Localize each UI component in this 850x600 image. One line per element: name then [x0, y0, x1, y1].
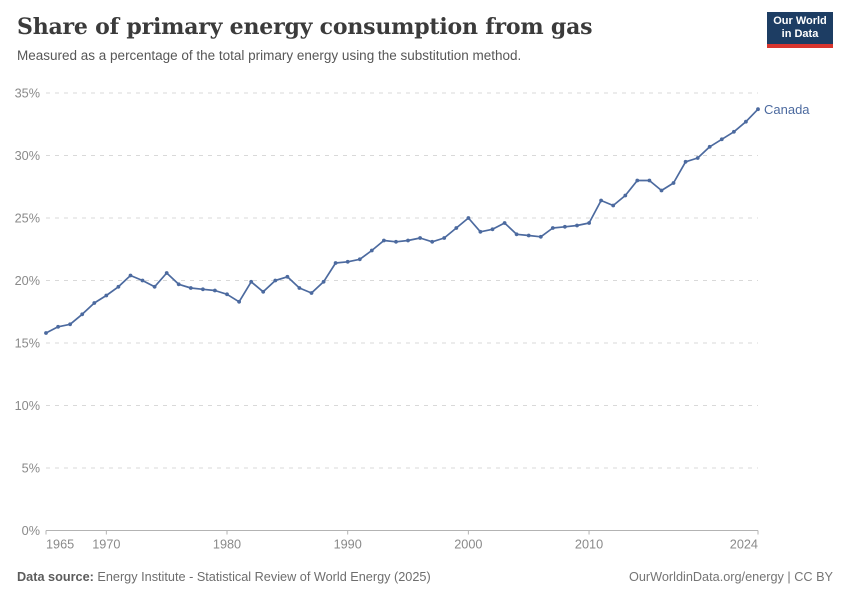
chart-title: Share of primary energy consumption from…	[17, 14, 593, 40]
x-tick-label: 2024	[730, 538, 758, 552]
data-source-label: Data source:	[17, 570, 94, 584]
data-point[interactable]	[92, 301, 97, 305]
data-source: Data source: Energy Institute - Statisti…	[17, 570, 431, 584]
data-point[interactable]	[394, 239, 398, 244]
y-tick-label: 10%	[15, 399, 40, 413]
data-point[interactable]	[514, 232, 519, 237]
data-point[interactable]	[526, 233, 531, 238]
data-point[interactable]	[587, 221, 591, 225]
data-point[interactable]	[297, 286, 302, 290]
y-tick-label: 30%	[15, 149, 40, 163]
data-point[interactable]	[575, 223, 579, 228]
data-source-text: Energy Institute - Statistical Review of…	[93, 570, 431, 584]
data-point[interactable]	[732, 129, 736, 134]
data-point[interactable]	[345, 259, 350, 264]
x-tick-label: 1970	[92, 538, 120, 552]
y-tick-label: 20%	[15, 274, 40, 288]
data-point[interactable]	[382, 238, 386, 243]
data-point[interactable]	[683, 159, 688, 164]
data-point[interactable]	[44, 331, 48, 335]
data-point[interactable]	[249, 279, 254, 284]
data-point[interactable]	[418, 236, 422, 240]
data-line[interactable]	[45, 108, 759, 334]
owid-logo-line2: in Data	[781, 28, 819, 40]
data-point[interactable]	[623, 193, 628, 198]
x-tick-label: 1980	[213, 538, 241, 552]
y-tick-label: 25%	[15, 212, 40, 226]
data-point[interactable]	[744, 119, 748, 124]
chart-footer: Data source: Energy Institute - Statisti…	[17, 570, 833, 584]
data-point[interactable]	[369, 248, 374, 253]
x-tick-label: 1990	[334, 538, 362, 552]
data-point[interactable]	[152, 284, 157, 289]
data-point[interactable]	[599, 198, 603, 203]
data-point[interactable]	[176, 282, 181, 287]
data-point[interactable]	[756, 107, 760, 112]
data-point[interactable]	[321, 279, 326, 284]
data-point[interactable]	[647, 178, 652, 183]
data-point[interactable]	[56, 324, 60, 329]
data-point[interactable]	[454, 226, 459, 230]
data-point[interactable]	[213, 288, 217, 293]
data-point[interactable]	[188, 286, 193, 290]
owid-logo-line1: Our World	[773, 15, 827, 27]
data-point[interactable]	[719, 137, 724, 142]
data-point[interactable]	[225, 292, 229, 297]
data-point[interactable]	[442, 236, 447, 240]
data-point[interactable]	[357, 257, 362, 262]
y-tick-label: 35%	[15, 87, 40, 101]
data-point[interactable]	[707, 144, 712, 149]
series-end-label[interactable]: Canada	[764, 102, 810, 117]
data-point[interactable]	[563, 224, 567, 229]
data-point[interactable]	[671, 181, 676, 185]
x-tick-label: 2010	[575, 538, 603, 552]
data-point[interactable]	[140, 278, 145, 283]
owid-logo[interactable]: Our World in Data	[767, 12, 833, 48]
data-point[interactable]	[285, 274, 290, 279]
data-point[interactable]	[68, 322, 72, 327]
data-point[interactable]	[550, 226, 555, 230]
data-point[interactable]	[128, 273, 133, 278]
y-tick-label: 15%	[15, 337, 40, 351]
data-point[interactable]	[659, 188, 664, 193]
data-point[interactable]	[237, 299, 242, 304]
data-point[interactable]	[406, 238, 410, 243]
data-point[interactable]	[116, 284, 121, 289]
data-point[interactable]	[430, 239, 435, 244]
x-tick-label: 2000	[454, 538, 482, 552]
data-point[interactable]	[635, 178, 640, 183]
data-point[interactable]	[333, 261, 338, 265]
data-point[interactable]	[309, 291, 314, 295]
data-point[interactable]	[538, 234, 543, 239]
data-point[interactable]	[261, 289, 266, 294]
data-point[interactable]	[273, 278, 278, 283]
data-point[interactable]	[695, 156, 700, 160]
data-point[interactable]	[490, 227, 495, 232]
data-point[interactable]	[104, 293, 109, 298]
y-tick-label: 5%	[22, 462, 40, 476]
data-point[interactable]	[201, 287, 205, 292]
footer-license-link[interactable]: OurWorldinData.org/energy | CC BY	[628, 570, 833, 584]
data-point[interactable]	[502, 221, 507, 225]
data-point[interactable]	[478, 229, 483, 234]
data-point[interactable]	[80, 312, 85, 317]
data-point[interactable]	[611, 203, 616, 208]
data-point[interactable]	[164, 271, 169, 275]
data-point[interactable]	[466, 216, 471, 220]
chart-subtitle: Measured as a percentage of the total pr…	[17, 48, 522, 63]
x-tick-label: 1965	[46, 538, 74, 552]
y-tick-label: 0%	[22, 524, 40, 538]
